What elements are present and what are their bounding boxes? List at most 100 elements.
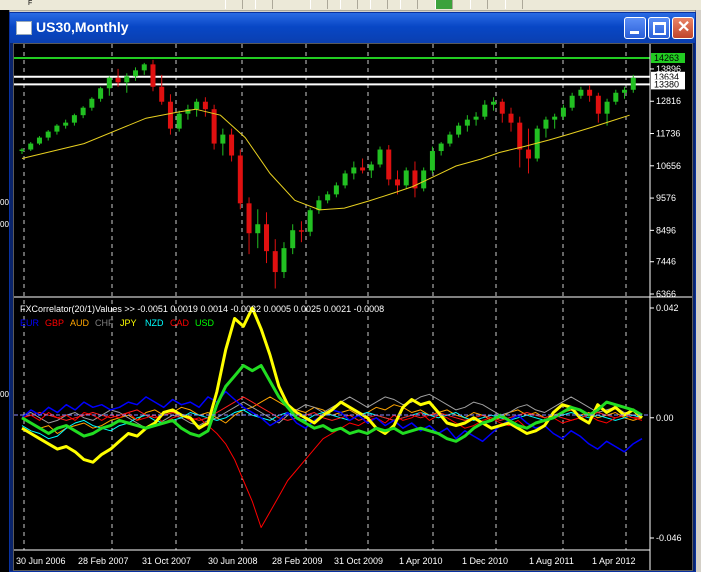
time-axis-label: 1 Apr 2010 [399,556,443,566]
time-axis-label: 1 Apr 2012 [592,556,636,566]
bullish-candle [176,113,182,129]
correlator-line-jpy [21,306,643,464]
maximize-icon [653,22,666,35]
correlator-line-cad [21,396,642,421]
close-icon: ✕ [677,19,691,36]
bullish-candle [124,76,130,83]
bullish-candle [351,167,357,174]
price-axis-label: 12816 [656,96,681,106]
toolbar: F [0,0,701,11]
bullish-candle [45,131,51,138]
bullish-candle [403,170,409,186]
bullish-candle [255,224,261,234]
bullish-candle [54,125,60,132]
bullish-candle [19,149,25,152]
minimize-button[interactable] [624,17,646,39]
time-axis-label: 28 Feb 2009 [272,556,323,566]
price-candles [19,59,636,289]
price-axis-label: 7446 [656,257,676,267]
price-level-tag [651,79,685,90]
correlator-line-usd [21,364,643,443]
add-indicator-icon[interactable] [435,0,453,9]
bullish-candle [552,116,558,120]
legend-item-aud: AUD [70,318,90,328]
indicator-axis-label: -0.046 [656,533,682,543]
bearish-candle [412,170,418,189]
bearish-candle [211,109,217,144]
bullish-candle [438,143,444,152]
minimize-icon [630,31,639,34]
toolbar-button-6[interactable] [400,0,418,9]
chart-window-icon[interactable] [16,21,32,35]
legend-item-cad: CAD [170,318,190,328]
close-button[interactable]: ✕ [672,17,694,39]
moving-average [21,108,630,211]
bearish-candle [587,89,593,96]
zoom-in-icon[interactable] [310,0,328,9]
bearish-candle [229,134,235,156]
price-level-label: 14263 [654,53,679,63]
price-axis-label: 10656 [656,161,681,171]
time-axis-label: 30 Jun 2006 [16,556,66,566]
bullish-candle [133,70,139,77]
toolbar-partial-label: F [28,0,33,7]
bullish-candle [98,88,104,99]
bullish-candle [325,194,331,201]
left-strip-label: 00 [0,390,9,399]
horizontal-levels[interactable] [14,57,650,86]
legend-item-eur: EUR [20,318,40,328]
price-level-tag [651,71,685,82]
bearish-candle [202,101,208,110]
bearish-candle [167,101,173,129]
bullish-candle [377,149,383,165]
legend-item-gbp: GBP [45,318,64,328]
bullish-candle [464,119,470,126]
price-axis-label: 6366 [656,289,676,299]
bullish-candle [316,200,322,211]
bullish-candle [141,64,147,71]
bullish-candle [63,122,69,126]
bullish-candle [421,170,427,189]
maximize-button[interactable] [648,17,670,39]
bullish-candle [578,89,584,96]
bullish-candle [220,134,226,144]
bullish-candle [307,210,313,232]
bearish-candle [499,101,505,114]
refresh-icon[interactable] [470,0,488,9]
bullish-candle [333,185,339,195]
bullish-candle [185,109,191,114]
legend-item-usd: USD [195,318,215,328]
bullish-candle [290,230,296,249]
left-strip-label: 000 [0,198,14,207]
price-axis-label: 11736 [656,129,680,139]
bullish-candle [630,77,636,90]
bullish-candle [482,104,488,117]
indicator-header: FXCorrelator(20/1)Values >> -0.0051 0.00… [20,304,384,314]
zoom-out-icon[interactable] [340,0,358,9]
toolbar-button-2[interactable] [255,0,273,9]
bullish-candle [342,173,348,186]
bullish-candle [613,92,619,102]
indicator-axis-label: 0.00 [656,413,674,423]
legend-item-chf: CHF [95,318,114,328]
toolbar-button-9[interactable] [505,0,523,9]
toolbar-button-5[interactable] [370,0,388,9]
bearish-candle [360,167,366,171]
bullish-candle [89,98,95,108]
bullish-candle [543,119,549,129]
bullish-candle [569,95,575,108]
bullish-candle [456,125,462,135]
window-title: US30,Monthly [36,19,129,35]
bearish-candle [298,230,304,232]
chart-area[interactable]: 14263 13896 13634 13380 12816 11736 10656 9576 8… [13,43,693,571]
bearish-candle [517,122,523,150]
toolbar-button-1[interactable] [225,0,243,9]
window-titlebar[interactable]: US30,Monthly ✕ [10,13,695,43]
indicator-legend: EUR GBP AUD CHF JPY NZD CAD USD [20,318,215,328]
bullish-candle [80,107,86,116]
bullish-candle [28,143,34,150]
price-level-label: 13380 [654,79,679,89]
bearish-candle [272,251,278,273]
bearish-candle [394,179,400,186]
